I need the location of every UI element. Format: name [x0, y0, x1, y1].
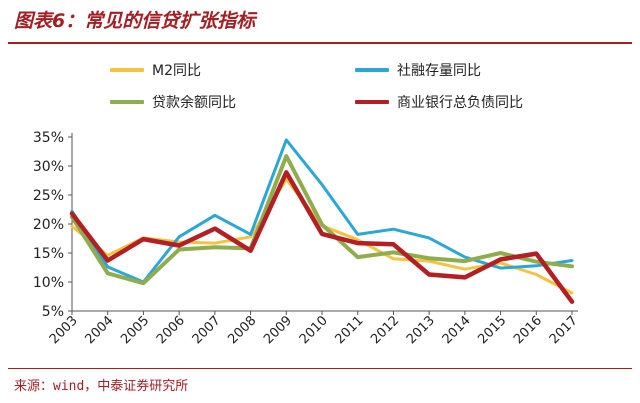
- legend-swatch-m2: [110, 68, 144, 72]
- series-line-bank-liabilities: [69, 170, 575, 304]
- legend-label-social-financing: 社融存量同比: [397, 63, 481, 79]
- x-tick-label: 2010: [297, 313, 331, 347]
- x-tick-label: 2008: [225, 313, 259, 347]
- legend-item-social-financing: 社融存量同比: [355, 60, 481, 80]
- y-tick-label: 5%: [42, 304, 64, 320]
- x-tick-label: 2005: [118, 313, 152, 347]
- y-tick-label: 35%: [33, 130, 64, 146]
- x-tick-label: 2006: [154, 313, 188, 347]
- legend-label-m2: M2同比: [152, 63, 201, 79]
- x-tick-label: 2007: [190, 313, 224, 347]
- legend-swatch-loans: [110, 100, 144, 104]
- x-tick-label: 2013: [404, 313, 438, 347]
- y-tick-label: 15%: [33, 246, 64, 262]
- x-tick-label: 2016: [511, 313, 545, 347]
- x-tick-label: 2015: [475, 313, 509, 347]
- legend-item-bank-liabilities: 商业银行总负债同比: [355, 92, 523, 112]
- x-tick-label: 2012: [368, 313, 402, 347]
- source-note: 来源：wind，中泰证券研究所: [14, 379, 189, 394]
- source-divider: [8, 368, 632, 369]
- y-tick-label: 10%: [33, 275, 64, 291]
- x-tick-label: 2004: [83, 313, 117, 347]
- chart-title: 图表6：常见的信贷扩张指标: [14, 10, 256, 32]
- x-tick-label: 2014: [440, 313, 474, 347]
- y-tick-label: 25%: [33, 188, 64, 204]
- series-line-loans: [70, 154, 574, 286]
- legend-label-bank-liabilities: 商业银行总负债同比: [397, 95, 523, 111]
- legend-item-m2: M2同比: [110, 60, 201, 80]
- x-tick-label: 2017: [547, 313, 581, 347]
- x-tick-label: 2011: [333, 313, 367, 347]
- legend-swatch-bank-liabilities: [355, 100, 389, 104]
- x-tick-label: 2009: [261, 313, 295, 347]
- legend-label-loans: 贷款余额同比: [152, 95, 236, 111]
- y-tick-label: 20%: [33, 217, 64, 233]
- title-divider: [8, 42, 632, 44]
- y-tick-label: 30%: [33, 159, 64, 175]
- legend-item-loans: 贷款余额同比: [110, 92, 236, 112]
- chart-legend: M2同比 社融存量同比 贷款余额同比 商业银行总负债同比: [110, 56, 580, 118]
- legend-swatch-social-financing: [355, 68, 389, 72]
